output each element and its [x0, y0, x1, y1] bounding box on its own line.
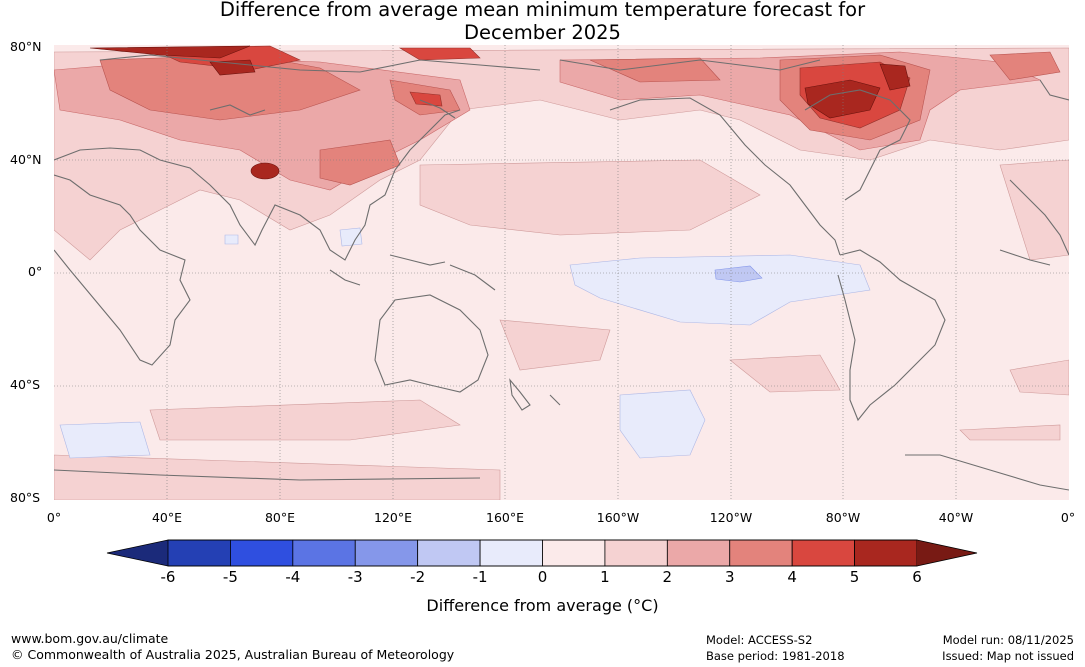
colorbar-cell [354, 539, 419, 567]
anomaly-band-5-6 [89, 45, 911, 119]
colorbar-tick-label: 5 [849, 568, 860, 586]
lon-label-0-left: 0° [46, 510, 62, 525]
lon-label-80e: 80°E [264, 510, 296, 525]
lon-label-0-right: 0° [1060, 510, 1076, 525]
colorbar-lower-extension [107, 540, 168, 566]
colorbar-tick-label: 3 [724, 568, 735, 586]
lat-label-0: 0° [28, 264, 43, 279]
anomaly-band-minus1-0 [59, 227, 871, 459]
lat-label-80n: 80°N [10, 39, 42, 54]
lat-label-40n: 40°N [10, 152, 42, 167]
lat-label-80s: 80°S [10, 490, 41, 505]
footer-copyright: © Commonwealth of Australia 2025, Austra… [11, 647, 455, 662]
colorbar-tick-label: 2 [662, 568, 673, 586]
lon-label-40e: 40°E [151, 510, 183, 525]
temperature-anomaly-map [54, 45, 1069, 500]
lon-label-160w: 160°W [596, 510, 640, 525]
footer-url: www.bom.gov.au/climate [11, 631, 169, 646]
colorbar [106, 539, 978, 567]
himalaya-warm-anomaly [250, 162, 280, 180]
colorbar-cell [854, 539, 918, 567]
colorbar-tick-label: 6 [912, 568, 922, 586]
footer-issued: Issued: Map not issued [942, 649, 1074, 663]
colorbar-tick-label: -2 [410, 568, 426, 586]
lon-label-160e: 160°E [485, 510, 525, 525]
colorbar-tick-label: -3 [347, 568, 363, 586]
lon-label-120w: 120°W [709, 510, 753, 525]
colorbar-cell [167, 539, 231, 567]
footer-model: Model: ACCESS-S2 [706, 633, 813, 647]
footer-base-period: Base period: 1981-2018 [706, 649, 845, 663]
colorbar-tick-label: -5 [222, 568, 238, 586]
colorbar-cell [230, 539, 294, 567]
lon-label-40w: 40°W [938, 510, 974, 525]
lon-label-120e: 120°E [373, 510, 413, 525]
colorbar-outline [106, 539, 978, 567]
colorbar-cell [479, 539, 543, 567]
colorbar-cell [729, 539, 793, 567]
colorbar-tick-label: -1 [472, 568, 488, 586]
colorbar-tick-label: -4 [285, 568, 301, 586]
colorbar-tick-label: -6 [160, 568, 176, 586]
map-title-line-2: December 2025 [464, 21, 621, 44]
colorbar-cell [292, 539, 356, 567]
lat-label-40s: 40°S [10, 377, 41, 392]
colorbar-cells [167, 539, 918, 567]
lon-label-80w: 80°W [825, 510, 861, 525]
graticule [54, 45, 1069, 500]
footer-model-run: Model run: 08/11/2025 [942, 633, 1074, 647]
colorbar-tick-label: 0 [537, 568, 548, 586]
anomaly-band-minus2-1 [714, 265, 763, 283]
colorbar-cell [542, 539, 606, 567]
map-title-line-1: Difference from average mean minimum tem… [219, 0, 866, 21]
colorbar-cell [604, 539, 668, 567]
colorbar-cell [791, 539, 855, 567]
colorbar-tick-label: 1 [600, 568, 610, 586]
colorbar-upper-extension [917, 540, 977, 566]
colorbar-cell [666, 539, 731, 567]
colorbar-label: Difference from average (°C) [426, 596, 659, 615]
colorbar-cell [417, 539, 481, 567]
colorbar-tick-label: 4 [787, 568, 797, 586]
